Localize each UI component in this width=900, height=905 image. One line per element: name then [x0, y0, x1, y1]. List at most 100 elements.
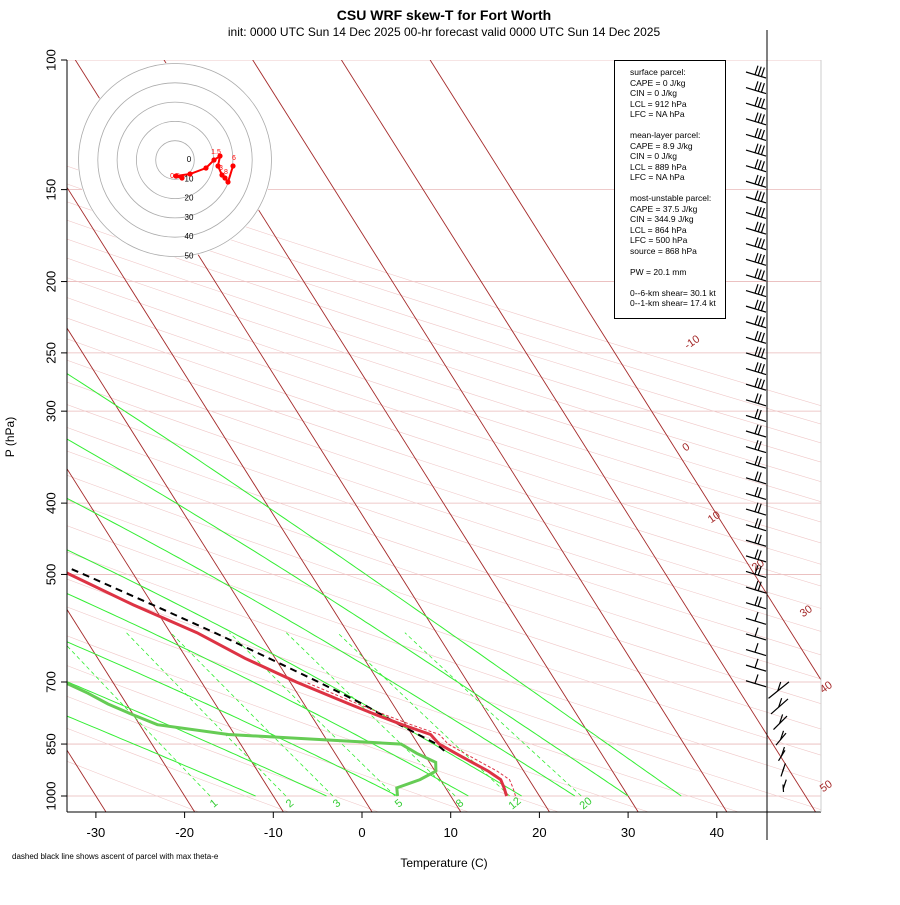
wind-barb	[745, 362, 767, 376]
dry-adiabat	[67, 381, 821, 632]
isotherm	[67, 467, 284, 812]
y-axis-label: P (hPa)	[3, 417, 17, 457]
wind-barb	[745, 96, 767, 110]
info-surface-3: LCL = 912 hPa	[630, 98, 687, 109]
hodograph-point	[222, 175, 228, 181]
x-tick-label: 0	[358, 825, 365, 840]
parcel-ascent-curve	[67, 566, 445, 752]
dry-adiabat	[67, 183, 821, 425]
moist-adiabat	[67, 681, 327, 797]
y-tick-label: 1000	[43, 782, 58, 811]
x-tick-label: 30	[621, 825, 635, 840]
hodograph-point-label: 8	[224, 169, 228, 176]
dry-adiabat	[67, 450, 821, 704]
y-tick-label: 300	[43, 400, 58, 422]
chart-title: CSU WRF skew-T for Fort Worth	[337, 7, 551, 23]
hodograph-point	[173, 173, 179, 179]
hodograph-point	[187, 171, 193, 177]
dry-adiabat	[67, 474, 821, 730]
dry-adiabat	[67, 165, 821, 407]
wind-barb	[745, 440, 767, 454]
dry-adiabat	[67, 201, 821, 444]
hodograph-point-label: 1.5	[211, 149, 221, 156]
wind-barb	[745, 299, 767, 313]
x-tick-label: 20	[532, 825, 546, 840]
parcel-info-box: surface parcel: CAPE = 0 J/kg CIN = 0 J/…	[614, 60, 726, 319]
wind-barb	[745, 268, 767, 282]
dry-adiabat	[67, 317, 821, 565]
hodograph-point	[225, 179, 231, 185]
wind-barb	[780, 763, 786, 777]
wind-barb	[745, 330, 767, 344]
dry-adiabat	[67, 525, 821, 783]
hodograph: 0 10 20 30 40 50 1.5 6 38 0.5	[77, 62, 273, 261]
x-tick-label: -10	[264, 825, 283, 840]
wind-barb	[745, 580, 767, 594]
isotherm-label: -10	[682, 333, 702, 352]
wind-barb	[745, 143, 767, 157]
y-tick-label: 850	[43, 733, 58, 755]
wind-barb	[745, 393, 767, 407]
x-tick-label: 10	[443, 825, 457, 840]
hodograph-point	[203, 165, 209, 171]
wind-barb	[745, 643, 767, 657]
isotherm-label: 40	[818, 679, 835, 696]
wind-barb	[745, 611, 767, 625]
dry-adiabat	[67, 696, 378, 812]
dry-adiabat	[67, 578, 738, 812]
mixing-ratio-line	[67, 645, 211, 797]
hodograph-ring-label: 20	[185, 194, 194, 203]
info-pw: PW = 20.1 mm	[630, 266, 687, 277]
isotherm	[252, 60, 728, 812]
wind-barb	[745, 533, 767, 547]
moist-adiabat	[67, 438, 629, 797]
isotherm	[340, 60, 817, 812]
dry-adiabat	[67, 219, 821, 463]
wind-barb	[745, 159, 767, 173]
wind-barb	[745, 471, 767, 485]
wind-barb	[745, 486, 767, 501]
dry-adiabat	[67, 404, 821, 656]
hodograph-ring-label: 30	[185, 213, 194, 222]
dry-adiabat	[67, 359, 821, 609]
wind-barb	[777, 746, 786, 762]
wind-barb	[745, 237, 767, 251]
hodograph-ring-label: 0	[187, 155, 192, 164]
hodograph-ring-label: 10	[185, 174, 194, 183]
dry-adiabat	[67, 606, 648, 812]
dewpoint-curve	[67, 681, 438, 797]
y-tick-label: 200	[43, 271, 58, 293]
wind-barb	[745, 564, 767, 579]
hodograph-ring-label: 40	[185, 232, 194, 241]
wind-barb	[745, 174, 767, 188]
dry-adiabat	[67, 257, 821, 502]
plot-frame	[66, 30, 822, 840]
hodograph-point-label: 3	[219, 165, 223, 172]
isotherm	[67, 608, 196, 812]
temperature-curve	[67, 571, 509, 797]
isotherm	[67, 186, 462, 812]
wind-barb	[745, 284, 767, 298]
x-tick-label: -20	[175, 825, 194, 840]
mixing-ratio-line	[126, 632, 287, 797]
wind-barb	[770, 698, 789, 715]
hodograph-point-label: 6	[232, 155, 236, 162]
dry-adiabat	[67, 499, 821, 756]
hodograph-ring	[97, 82, 253, 238]
info-surface-0: surface parcel:	[630, 67, 686, 77]
mixing-ratio-label: 3	[331, 797, 343, 810]
wind-barb	[745, 424, 767, 438]
info-mean-layer-0: mean-layer parcel:	[630, 130, 701, 140]
mixing-ratio-line	[286, 632, 456, 797]
chart-subtitle: init: 0000 UTC Sun 14 Dec 2025 00-hr for…	[228, 25, 661, 39]
moist-adiabat	[67, 715, 256, 797]
dry-adiabat	[67, 427, 821, 680]
moist-adiabat	[67, 497, 576, 797]
wind-barb	[745, 455, 767, 469]
wind-barb	[745, 65, 767, 79]
info-most-unstable-2: CIN = 344.9 J/kg	[630, 214, 694, 224]
isotherm-label: 10	[706, 509, 723, 526]
footnote: dashed black line shows ascent of parcel…	[12, 852, 219, 861]
hodograph-point	[215, 163, 221, 169]
